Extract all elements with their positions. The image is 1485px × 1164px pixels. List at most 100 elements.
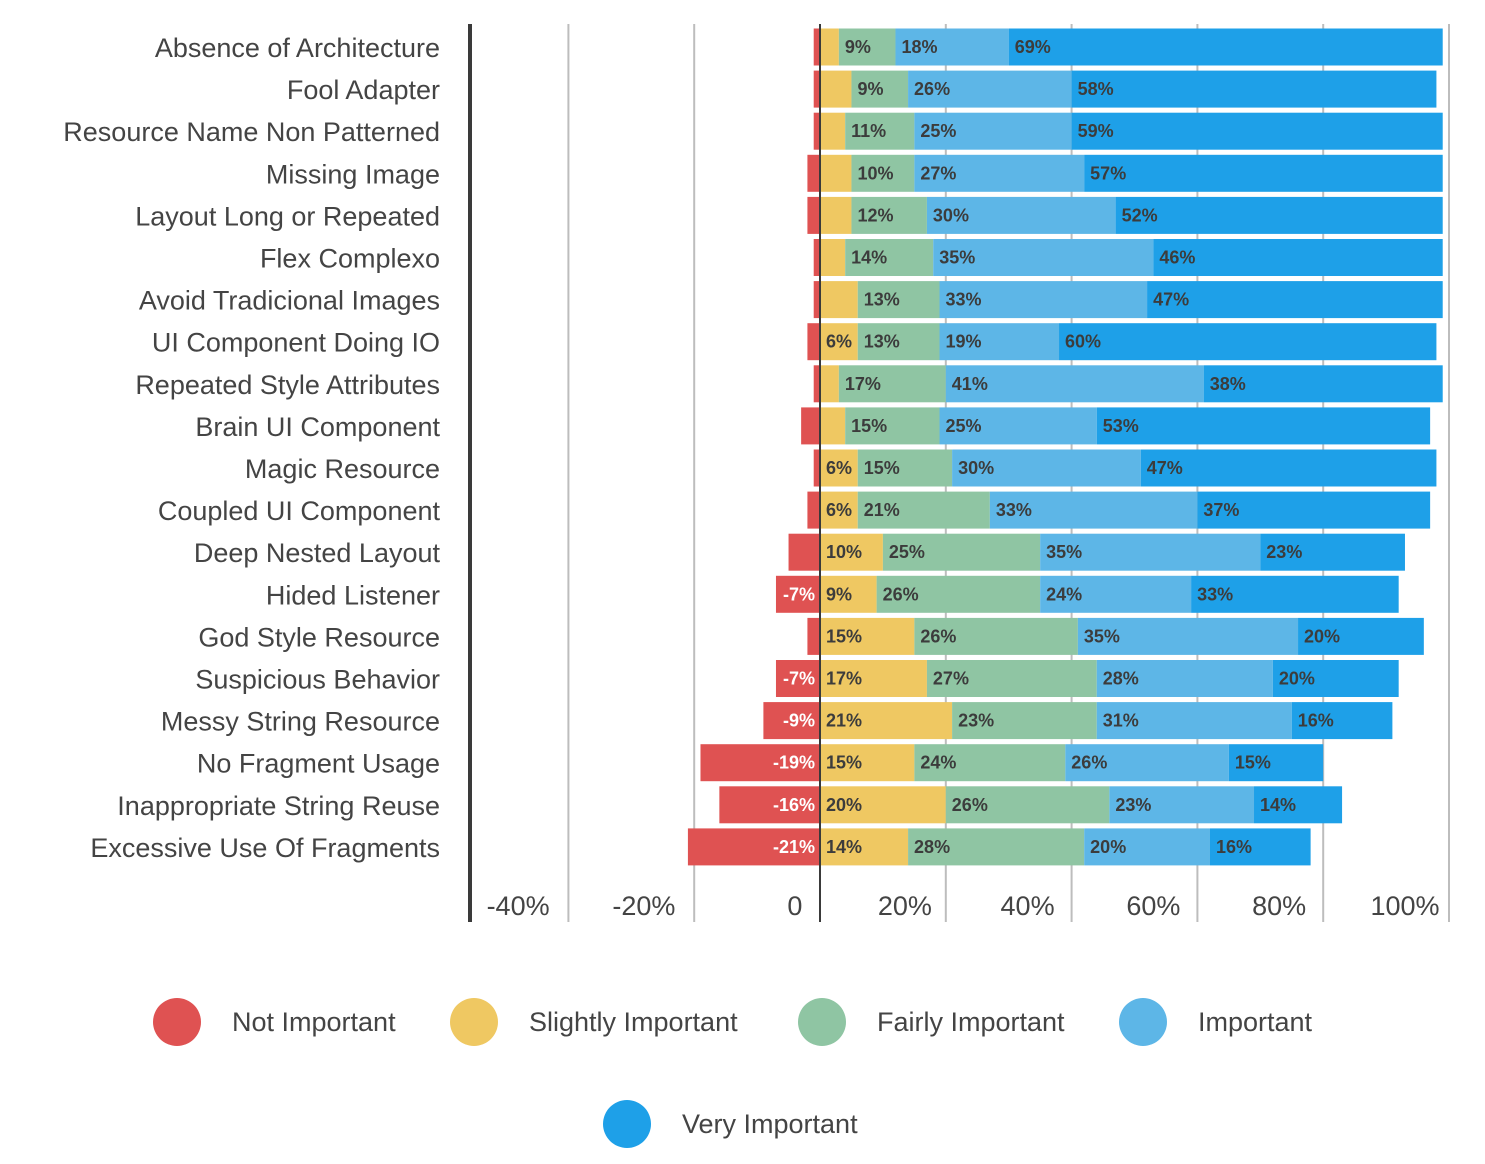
bar-segment	[813, 449, 820, 487]
bar-segment	[775, 575, 820, 613]
legend-label: Important	[1198, 1007, 1313, 1037]
bar-segment	[939, 281, 1148, 319]
bar-segment	[1291, 702, 1393, 740]
bar-segment	[857, 281, 940, 319]
value-label: 26%	[1071, 753, 1107, 773]
legend-swatch	[603, 1100, 651, 1148]
bar-segment	[820, 28, 839, 66]
value-label: 60%	[1065, 332, 1101, 352]
bar-segment	[719, 786, 820, 824]
bar-segment	[1203, 365, 1443, 403]
bar-segment	[820, 744, 915, 782]
legend-swatch	[1119, 998, 1167, 1046]
bar-segment	[851, 154, 915, 192]
value-label: 18%	[901, 37, 937, 57]
bar-segment	[1209, 828, 1311, 866]
value-label: 46%	[1159, 248, 1195, 268]
category-label: Avoid Tradicional Images	[139, 286, 440, 316]
bar-segment	[914, 112, 1072, 150]
value-label: 59%	[1078, 121, 1114, 141]
bar-segment	[1140, 449, 1437, 487]
value-label: 69%	[1015, 37, 1051, 57]
bar-segment	[851, 196, 927, 234]
category-label: Missing Image	[266, 159, 440, 189]
value-label: 26%	[920, 626, 956, 646]
category-label: Flex Complexo	[260, 244, 440, 274]
value-label: 15%	[826, 626, 862, 646]
bar-segment	[1254, 786, 1343, 824]
value-label: 15%	[864, 458, 900, 478]
bar-segment	[857, 323, 940, 361]
value-label: 47%	[1153, 290, 1189, 310]
bar-segment	[813, 365, 820, 403]
category-label: Hided Listener	[266, 580, 440, 610]
bar-segment	[1077, 617, 1299, 655]
value-label: 35%	[1084, 626, 1120, 646]
value-label: 25%	[889, 542, 925, 562]
bar-segment	[820, 112, 846, 150]
bar-segment	[807, 154, 820, 192]
value-label: 26%	[952, 795, 988, 815]
bar-segment	[895, 28, 1009, 66]
value-label: 20%	[1304, 626, 1340, 646]
value-label: 52%	[1122, 205, 1158, 225]
bar-segment	[845, 112, 915, 150]
bar-segment	[945, 786, 1110, 824]
bar-segment	[820, 617, 915, 655]
bar-segment	[926, 196, 1116, 234]
x-tick-label: 0	[787, 891, 802, 921]
bar-segment	[1260, 533, 1405, 571]
value-label: 41%	[952, 374, 988, 394]
value-label: 20%	[826, 795, 862, 815]
bar-segment	[952, 702, 1097, 740]
value-label: 15%	[826, 753, 862, 773]
value-label: 16%	[1298, 711, 1334, 731]
value-label: 12%	[857, 205, 893, 225]
bar-segment	[1096, 660, 1273, 697]
bar-segment	[1153, 239, 1443, 276]
legend-label: Not Important	[232, 1007, 396, 1037]
value-label: 17%	[845, 374, 881, 394]
bar-segment	[820, 828, 909, 866]
bar-segment	[1071, 70, 1437, 108]
bar-segment	[914, 617, 1078, 655]
value-label: 47%	[1147, 458, 1183, 478]
value-label: 23%	[1266, 542, 1302, 562]
bar-segment	[807, 196, 820, 234]
bar-segment	[820, 702, 953, 740]
bar-segment	[933, 239, 1154, 276]
bar-segment	[813, 239, 820, 276]
category-label: Excessive Use Of Fragments	[90, 833, 440, 863]
x-tick-label: 80%	[1252, 891, 1306, 921]
bar-segment	[820, 365, 839, 403]
value-label: 13%	[864, 332, 900, 352]
bar-segment	[945, 365, 1204, 403]
category-label: Absence of Architecture	[155, 33, 440, 63]
bar-segment	[1040, 575, 1192, 613]
value-label: 28%	[1103, 669, 1139, 689]
value-label: 20%	[1279, 669, 1315, 689]
bar-segment	[820, 660, 927, 697]
bar-segment	[807, 491, 820, 529]
bar-segment	[1059, 323, 1437, 361]
value-label: 15%	[1235, 753, 1271, 773]
value-label: 33%	[996, 500, 1032, 520]
bar-segment	[908, 828, 1085, 866]
value-label: 14%	[1260, 795, 1296, 815]
category-label: No Fragment Usage	[197, 749, 440, 779]
category-label: Repeated Style Attributes	[135, 370, 440, 400]
value-label: 28%	[914, 837, 950, 857]
value-label: 14%	[826, 837, 862, 857]
bar-segment	[820, 70, 852, 108]
bar-segment	[882, 533, 1041, 571]
value-label: 35%	[939, 248, 975, 268]
value-label: 21%	[864, 500, 900, 520]
category-label: Fool Adapter	[287, 75, 440, 105]
bar-segment	[914, 154, 1085, 192]
value-label: -7%	[783, 584, 815, 604]
x-tick-label: 20%	[878, 891, 932, 921]
value-label: 57%	[1090, 163, 1126, 183]
value-label: 37%	[1203, 500, 1239, 520]
value-label: -16%	[773, 795, 815, 815]
